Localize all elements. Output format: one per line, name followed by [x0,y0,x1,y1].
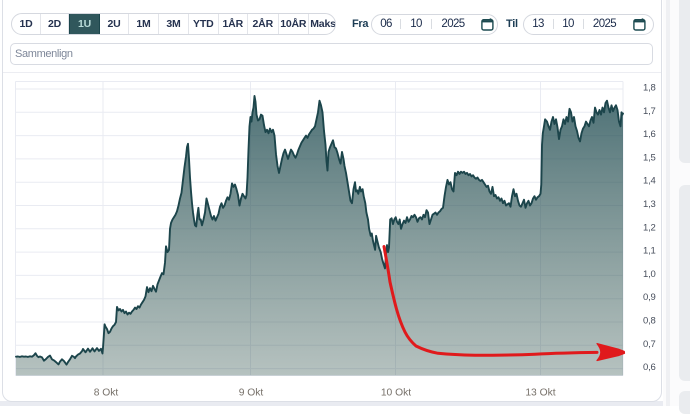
svg-text:13 Okt: 13 Okt [525,388,555,399]
svg-text:1,3: 1,3 [643,199,656,210]
svg-text:1,4: 1,4 [643,176,656,187]
svg-text:0,7: 0,7 [643,339,656,350]
svg-text:0,9: 0,9 [643,292,656,303]
svg-text:1,7: 1,7 [643,106,656,117]
svg-text:1,0: 1,0 [643,269,656,280]
svg-text:10 Okt: 10 Okt [381,388,411,399]
svg-text:1,2: 1,2 [643,222,656,233]
svg-text:9 Okt: 9 Okt [239,388,264,399]
svg-text:0,8: 0,8 [643,316,656,327]
svg-text:1,6: 1,6 [643,129,656,140]
svg-text:1,5: 1,5 [643,152,656,163]
svg-text:1,8: 1,8 [643,83,656,94]
svg-text:1,1: 1,1 [643,246,656,257]
svg-text:0,6: 0,6 [643,362,656,373]
svg-text:8 Okt: 8 Okt [94,388,119,399]
